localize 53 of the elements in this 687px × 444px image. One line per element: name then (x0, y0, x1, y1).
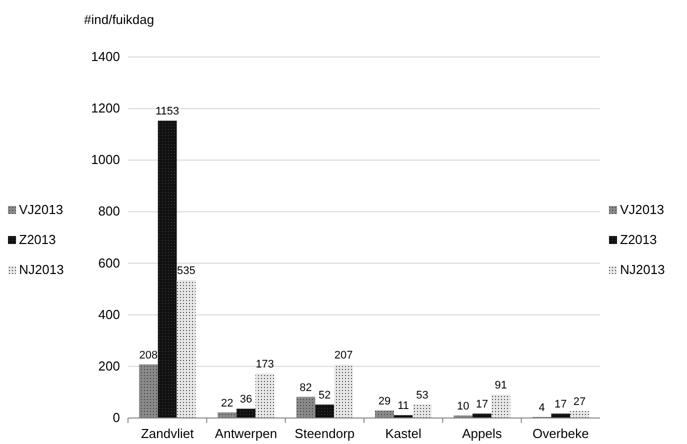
bar (375, 410, 394, 418)
legend-label: Z2013 (620, 232, 657, 247)
bar (296, 396, 316, 418)
data-label: 53 (416, 389, 428, 402)
data-label: 17 (554, 398, 567, 411)
bar (491, 394, 510, 418)
data-label: 173 (256, 358, 274, 370)
y-tick-label: 200 (98, 358, 120, 374)
data-label: 91 (494, 380, 508, 392)
y-tick-label: 400 (98, 306, 120, 322)
data-label: 208 (139, 349, 158, 362)
bar (334, 364, 353, 418)
bar (139, 364, 158, 418)
data-label: 82 (300, 382, 312, 394)
bar (255, 373, 274, 418)
data-label: 10 (456, 400, 470, 412)
data-label: 1153 (156, 106, 180, 118)
x-tick-label: Overbeke (532, 426, 589, 441)
data-label: 11 (398, 400, 410, 412)
x-tick-label: Antwerpen (214, 426, 278, 441)
bar (570, 411, 589, 418)
bar (236, 408, 256, 418)
data-label: 17 (476, 398, 488, 411)
data-label: 207 (334, 350, 353, 362)
bar (176, 280, 196, 418)
data-label: 52 (318, 390, 331, 402)
y-tick-label: 800 (98, 204, 120, 219)
data-label: 36 (240, 394, 252, 406)
legend-label: VJ2013 (620, 202, 664, 217)
data-label: 29 (378, 396, 391, 408)
bar (315, 404, 334, 418)
bar (158, 120, 177, 418)
y-tick-label: 0 (112, 410, 120, 425)
x-tick-label: Steendorp (294, 426, 355, 441)
x-tick-label: Zandvliet (140, 426, 194, 441)
data-label: 22 (220, 397, 234, 410)
text: NJ2013 (19, 262, 64, 277)
bar (412, 404, 432, 418)
data-label: 4 (538, 402, 545, 414)
x-tick-label: Appels (462, 426, 502, 441)
text: VJ2013 (19, 202, 64, 217)
y-axis-title: #ind/fuikdag (84, 12, 154, 27)
x-tick-label: Kastel (385, 426, 422, 441)
data-label: 535 (177, 265, 196, 278)
y-tick-label: 1000 (91, 152, 120, 168)
data-label: 27 (573, 396, 586, 408)
y-tick-label: 1400 (91, 49, 120, 64)
bar (472, 414, 492, 418)
y-tick-label: 1200 (91, 100, 120, 116)
text: Z2013 (19, 232, 56, 247)
legend-label: NJ2013 (620, 262, 665, 277)
y-tick-label: 600 (98, 255, 120, 270)
bar (551, 414, 570, 418)
